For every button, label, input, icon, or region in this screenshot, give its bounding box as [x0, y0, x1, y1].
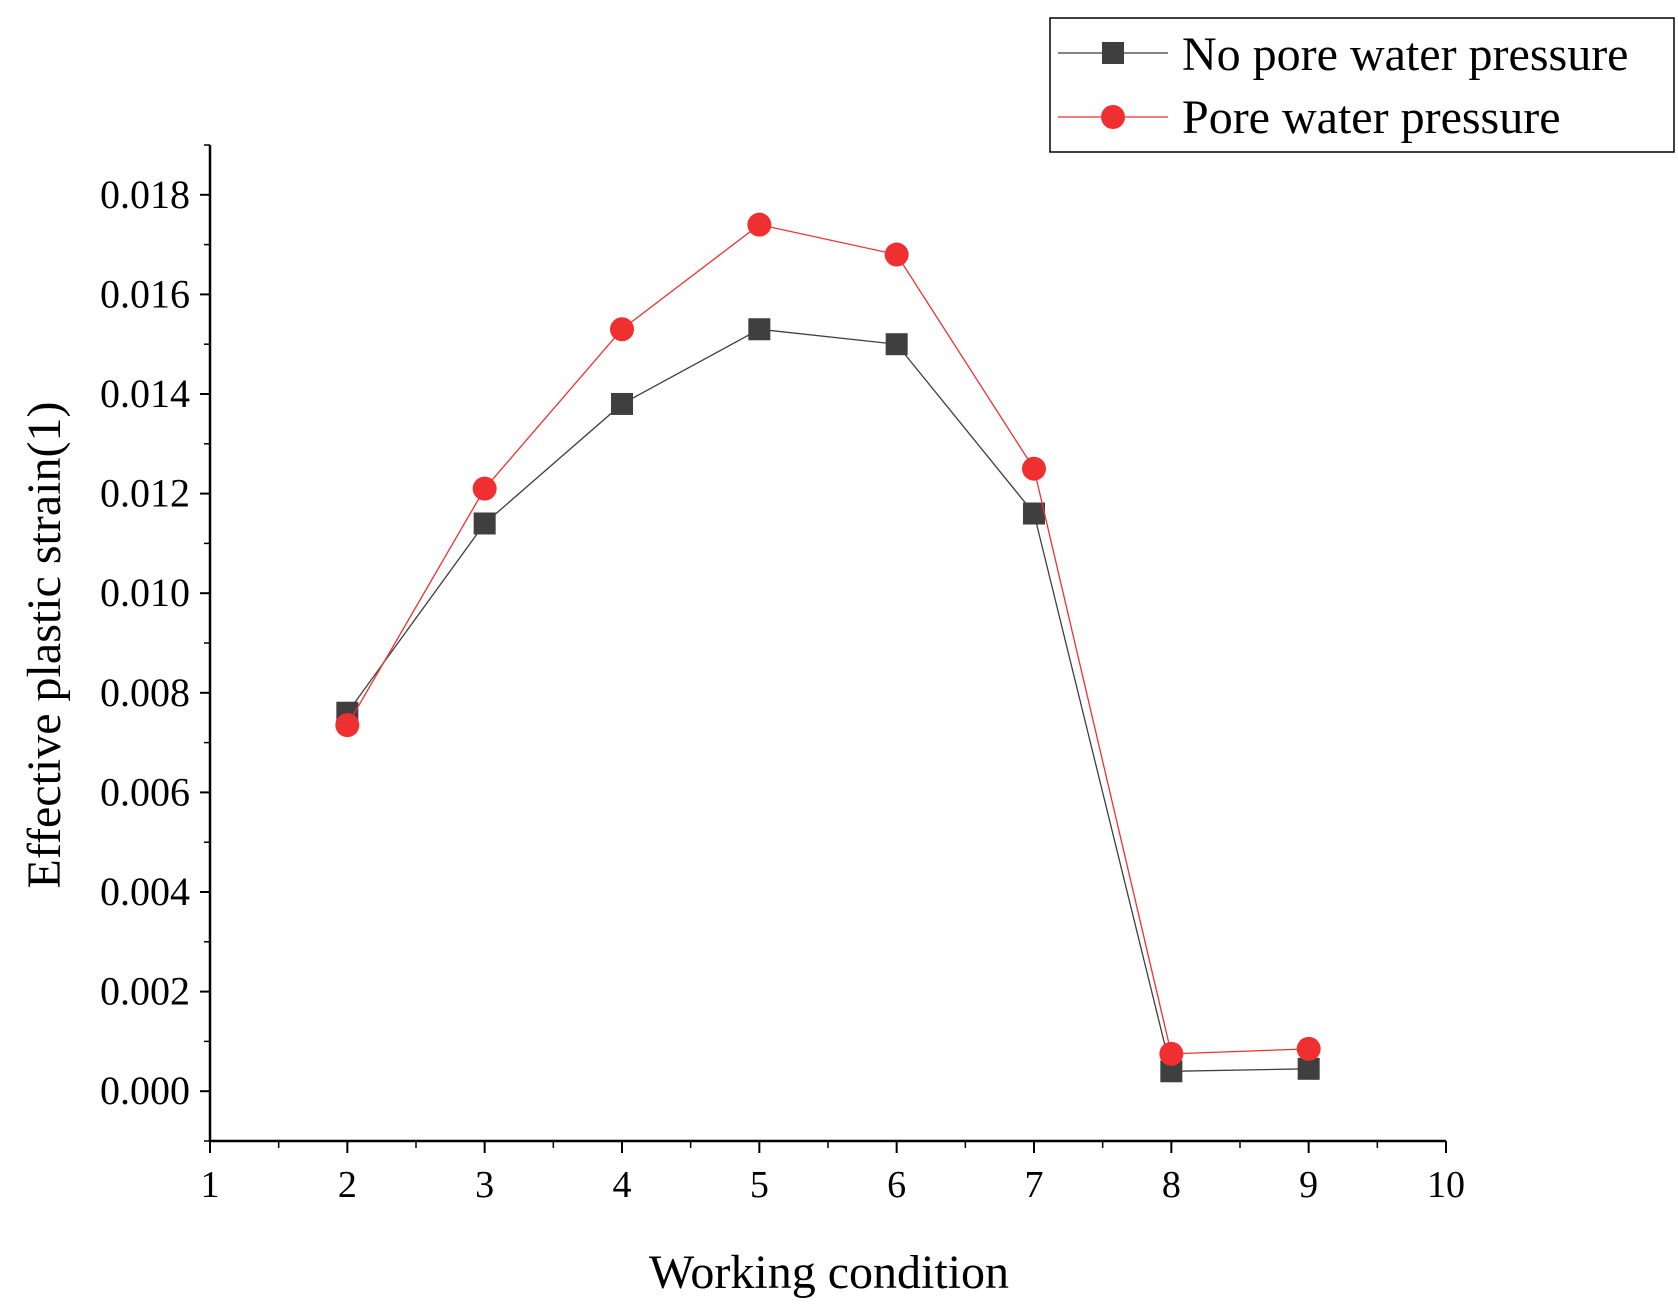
x-tick-label: 6: [887, 1164, 906, 1206]
axes-layer: 0.000 0.002 0.004 0.006 0.008 0.010 0.012 0.014…: [100, 144, 1465, 1206]
y-tick-label: 0.002: [100, 969, 190, 1014]
y-tick-label: 0.012: [100, 471, 190, 516]
x-tick-label: 8: [1162, 1164, 1181, 1206]
x-tick-label: 5: [750, 1164, 769, 1206]
data-point-circle: [1022, 456, 1046, 481]
y-tick-label: 0.010: [100, 570, 190, 615]
x-tick-label: 9: [1299, 1164, 1318, 1206]
y-tick-label: 0.018: [100, 172, 190, 217]
legend-box: [1049, 17, 1675, 153]
data-point-circle: [747, 212, 772, 237]
x-tick-label: 7: [1025, 1164, 1044, 1206]
y-tick-label: 0.000: [100, 1068, 190, 1113]
y-tick-label: 0.016: [100, 271, 190, 316]
x-tick-label: 3: [475, 1164, 494, 1206]
data-point-circle: [1296, 1036, 1321, 1061]
data-point-square: [1023, 502, 1045, 525]
series-layer: [335, 212, 1321, 1083]
data-point-circle: [884, 242, 909, 267]
x-tick-label: 10: [1427, 1164, 1465, 1206]
x-axis-title: Working condition: [649, 1246, 1009, 1299]
y-tick-label: 0.008: [100, 670, 190, 715]
data-point-square: [885, 333, 908, 356]
legend-label-no-pore-water-pressure: No pore water pressure: [1182, 28, 1628, 81]
y-tick-label: 0.014: [100, 371, 190, 416]
data-point-square: [748, 318, 771, 341]
legend-marker-square: [1102, 42, 1124, 64]
data-point-circle: [610, 317, 634, 342]
series-line-1: [346, 223, 1309, 1055]
series-line-0: [346, 328, 1309, 1072]
data-point-square: [1160, 1060, 1183, 1083]
legend-marker-circle: [1101, 105, 1125, 129]
x-tick-label: 4: [613, 1164, 632, 1206]
y-tick-label: 0.006: [100, 769, 190, 814]
data-point-square: [611, 392, 633, 415]
data-point-circle: [1159, 1041, 1184, 1066]
x-tick-label: 2: [338, 1164, 357, 1206]
data-point-square: [1297, 1057, 1320, 1080]
y-axis-title: Effective plastic strain(1): [18, 402, 71, 889]
data-point-circle: [335, 713, 360, 738]
data-point-circle: [472, 476, 497, 501]
legend: No pore water pressure Pore water pressu…: [1049, 17, 1675, 153]
y-tick-label: 0.004: [100, 869, 190, 914]
x-tick-label: 1: [201, 1164, 220, 1206]
data-point-square: [473, 512, 496, 535]
legend-label-pore-water-pressure: Pore water pressure: [1182, 91, 1561, 144]
